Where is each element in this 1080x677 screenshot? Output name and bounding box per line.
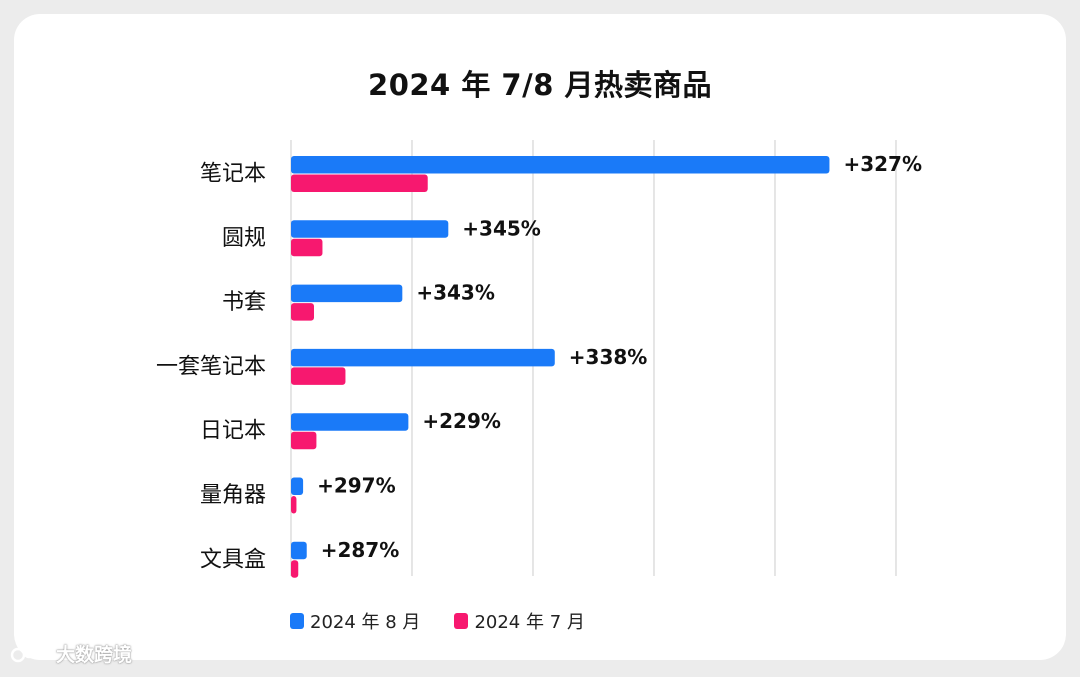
growth-annotation: +327% xyxy=(843,152,922,176)
bar-aug xyxy=(291,413,409,431)
legend-swatch-jul xyxy=(454,613,469,629)
legend: 2024 年 8 月 2024 年 7 月 xyxy=(290,608,619,634)
category-label: 文具盒 xyxy=(200,547,266,572)
growth-annotation: +229% xyxy=(422,409,501,433)
bar-aug xyxy=(291,477,304,495)
legend-item-aug: 2024 年 8 月 xyxy=(290,608,420,634)
category-label: 一套笔记本 xyxy=(156,354,266,379)
growth-annotation: +338% xyxy=(569,345,648,369)
bar-aug xyxy=(291,541,307,560)
category-label: 圆规 xyxy=(222,226,266,251)
chart-title: 2024 年 7/8 月热卖商品 xyxy=(368,68,712,102)
bar-jul xyxy=(291,560,299,578)
legend-item-jul: 2024 年 7 月 xyxy=(454,608,585,634)
category-label: 笔记本 xyxy=(200,162,266,187)
legend-swatch-aug xyxy=(290,613,304,629)
bar-aug xyxy=(291,284,403,303)
bar-aug xyxy=(291,220,449,238)
growth-annotation: +345% xyxy=(462,216,541,240)
bar-jul xyxy=(291,238,323,257)
watermark-text: 大数跨境 xyxy=(56,644,133,666)
bar-jul xyxy=(291,303,314,321)
bar-jul xyxy=(291,367,346,385)
growth-annotation: +343% xyxy=(416,281,495,305)
bar-aug xyxy=(291,348,555,367)
bar-jul xyxy=(291,431,317,450)
bar-jul xyxy=(291,496,297,514)
watermark: 大数跨境 xyxy=(10,640,132,667)
bar-jul xyxy=(291,174,428,192)
growth-annotation: +287% xyxy=(321,538,400,562)
bar-aug xyxy=(291,156,830,174)
chart-card xyxy=(14,14,1066,660)
category-label: 书套 xyxy=(222,290,266,315)
brand-logo-icon xyxy=(10,644,46,662)
growth-annotation: +297% xyxy=(317,474,396,498)
legend-label-aug: 2024 年 8 月 xyxy=(310,612,421,633)
category-label: 日记本 xyxy=(200,419,266,444)
legend-label-jul: 2024 年 7 月 xyxy=(474,612,585,633)
category-label: 量角器 xyxy=(200,483,266,508)
